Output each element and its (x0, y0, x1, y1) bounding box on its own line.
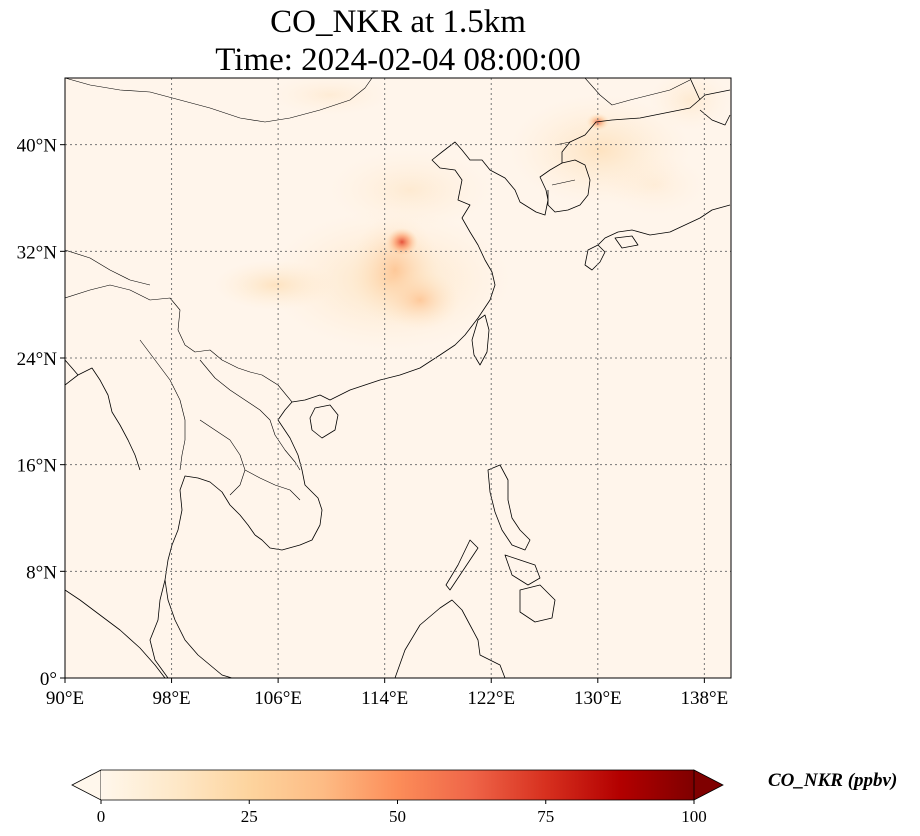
lat-tick-label: 40°N (17, 136, 58, 157)
latitude-tick-labels: 0° 8°N 16°N 24°N 32°N 40°N (17, 136, 65, 690)
lon-tick-label: 114°E (361, 688, 408, 709)
japan-shikoku (614, 235, 639, 249)
visayas (504, 554, 541, 586)
lat-tick-label: 16°N (17, 456, 58, 477)
hotspot-central-china (386, 228, 418, 256)
longitude-tick-labels: 90°E 98°E 106°E 114°E 122°E 130°E 138°E (46, 678, 728, 709)
colorbar-max-extension (693, 769, 724, 801)
border-thailand-cambodia (199, 419, 246, 496)
map-title-line1: CO_NKR at 1.5km (270, 4, 526, 40)
china-coastline (254, 89, 731, 551)
lon-tick-label: 138°E (681, 688, 729, 709)
plume-north-china (330, 150, 490, 230)
colorbar-min-extension (71, 769, 102, 801)
palawan (445, 539, 479, 591)
hainan (309, 404, 339, 439)
map-frame (64, 77, 732, 679)
taiwan (471, 314, 490, 366)
border-india-tibet (65, 249, 151, 286)
plume-japan (605, 155, 705, 215)
plume-mongolia (270, 78, 390, 115)
map-title-line2: Time: 2024-02-04 08:00:00 (215, 42, 581, 78)
lat-tick-label: 24°N (17, 349, 58, 370)
colorbar-ticks: 0 25 50 75 100 (97, 800, 707, 826)
map-figure: 90°E 98°E 106°E 114°E 122°E 130°E 138°E 0° 8°N 1… (17, 77, 732, 709)
borneo (394, 599, 506, 678)
myanmar-coast (65, 367, 141, 471)
colorbar-tick-label: 25 (241, 807, 258, 826)
border-mongolia (65, 78, 373, 123)
border-china-korea (554, 141, 571, 146)
malay-peninsula (149, 579, 169, 678)
korea-coastline (547, 159, 591, 213)
lon-tick-label: 130°E (574, 688, 622, 709)
sakhalin (689, 78, 701, 101)
japan-kyushu (584, 244, 606, 271)
plume-yangtze (380, 270, 460, 330)
coastlines-and-borders (65, 78, 731, 678)
colorbar-tick-label: 75 (537, 807, 554, 826)
colorbar-gradient (101, 770, 694, 800)
colorbar-tick-label: 50 (389, 807, 406, 826)
luzon (487, 464, 531, 551)
lon-tick-label: 98°E (152, 688, 190, 709)
border-china-russia (584, 78, 691, 106)
lon-tick-label: 106°E (254, 688, 302, 709)
colorbar-tick-label: 100 (681, 807, 707, 826)
mindanao (519, 584, 556, 623)
japan-honshu (597, 204, 731, 246)
concentration-field (215, 78, 730, 350)
lat-tick-label: 32°N (17, 242, 58, 263)
border-myanmar-thailand (139, 339, 186, 471)
sumatra (65, 589, 166, 678)
lat-tick-label: 8°N (26, 562, 57, 583)
border-china-south (65, 284, 293, 403)
plume-far-northeast (650, 78, 730, 130)
plume-sichuan (215, 260, 335, 310)
japan-hokkaido (699, 109, 731, 126)
colorbar-label: CO_NKR (ppbv) (768, 770, 898, 791)
border-cambodia-vietnam (244, 469, 301, 501)
border-north-south-korea (551, 179, 576, 186)
lat-tick-label: 0° (40, 669, 57, 690)
border-laos (199, 359, 301, 471)
indochina-coast (164, 475, 256, 678)
map-gridlines (64, 78, 731, 678)
lon-tick-label: 122°E (467, 688, 515, 709)
bay-bengal-coast (65, 359, 79, 376)
lon-tick-label: 90°E (46, 688, 84, 709)
colorbar-tick-label: 0 (97, 807, 106, 826)
